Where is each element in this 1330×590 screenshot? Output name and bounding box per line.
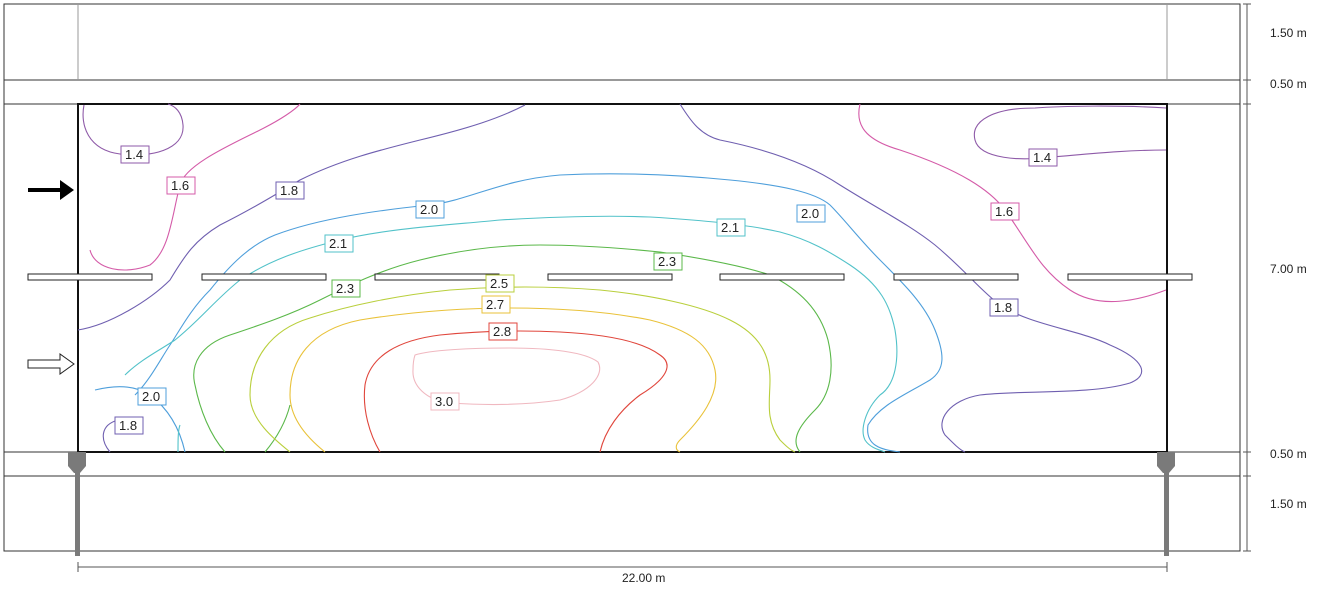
contour-label-text: 2.8: [493, 324, 511, 339]
width-label: 22.00 m: [622, 571, 665, 585]
contour-label-text: 3.0: [435, 394, 453, 409]
contour-label: 2.0: [415, 200, 445, 219]
contour-label: 2.0: [137, 387, 167, 406]
contour-label-text: 2.5: [490, 276, 508, 291]
contour-label-text: 2.3: [658, 254, 676, 269]
contour-label-text: 2.0: [420, 202, 438, 217]
contour-label: 1.4: [1028, 148, 1058, 167]
arrow-right-solid-icon: [28, 180, 74, 200]
contour-label: 2.7: [481, 295, 511, 314]
contour-label: 2.3: [653, 252, 683, 271]
contour-label: 2.1: [716, 218, 746, 237]
post-left-cap: [68, 452, 86, 473]
contour-label: 2.8: [488, 322, 518, 341]
contour-label-text: 1.4: [1033, 150, 1051, 165]
contour-label: 1.8: [275, 181, 305, 200]
contour-label: 2.1: [324, 234, 354, 253]
contour-label-text: 2.0: [142, 389, 160, 404]
contour-2-3: [193, 244, 832, 453]
post-left: [75, 452, 80, 556]
contour-label: 2.5: [485, 274, 515, 293]
contour-label: 1.8: [114, 416, 144, 435]
height-label-bottom: 1.50 m: [1270, 497, 1307, 511]
height-label-top: 1.50 m: [1270, 26, 1307, 40]
height-label-walkway-bottom: 0.50 m: [1270, 447, 1307, 461]
contour-2-5: [249, 286, 796, 453]
width-dimension: [77, 562, 1168, 572]
contour-label-text: 1.6: [995, 204, 1013, 219]
contour-label-text: 2.1: [721, 220, 739, 235]
contour-label-text: 1.8: [994, 300, 1012, 315]
height-label-walkway-top: 0.50 m: [1270, 77, 1307, 91]
contour-label: 3.0: [430, 392, 460, 411]
baffle-bar: [201, 273, 327, 281]
baffle-bar: [1067, 273, 1193, 281]
contour-labels: 1.4 1.4 1.6 1.6 1.8 1.8 1.8 2.0 2.0 2.0 …: [114, 145, 1058, 435]
contour-3-0: [412, 347, 601, 406]
baffle-bar: [374, 273, 500, 281]
contour-label: 2.0: [796, 204, 826, 223]
contour-label-text: 2.0: [801, 206, 819, 221]
baffle-bar: [27, 273, 153, 281]
contour-label-text: 1.6: [171, 178, 189, 193]
contour-2-7: [289, 307, 717, 453]
contour-2-8: [363, 330, 668, 453]
height-dimension: [1243, 3, 1251, 552]
baffle-bars: [27, 273, 1193, 281]
support-posts: [68, 452, 1175, 556]
arrow-right-outline-icon: [27, 353, 75, 375]
contour-label-text: 2.1: [329, 236, 347, 251]
contour-label: 1.8: [989, 298, 1019, 317]
contour-label: 2.3: [331, 279, 361, 298]
contour-label-text: 2.3: [336, 281, 354, 296]
post-right: [1164, 452, 1169, 556]
baffle-bar: [547, 273, 673, 281]
contour-label: 1.6: [166, 176, 196, 195]
contour-label-text: 2.7: [486, 297, 504, 312]
height-label-main: 7.00 m: [1270, 262, 1307, 276]
contour-label: 1.4: [120, 145, 150, 164]
post-right-cap: [1157, 452, 1175, 473]
baffle-bar: [893, 273, 1019, 281]
baffle-bar: [719, 273, 845, 281]
contour-label-text: 1.4: [125, 147, 143, 162]
contour-label-text: 1.8: [119, 418, 137, 433]
contour-label: 1.6: [990, 202, 1020, 221]
contour-label-text: 1.8: [280, 183, 298, 198]
contour-1-4-right: [973, 105, 1167, 160]
contour-1-4-left: [82, 103, 184, 156]
contour-1-8: [77, 103, 1143, 453]
